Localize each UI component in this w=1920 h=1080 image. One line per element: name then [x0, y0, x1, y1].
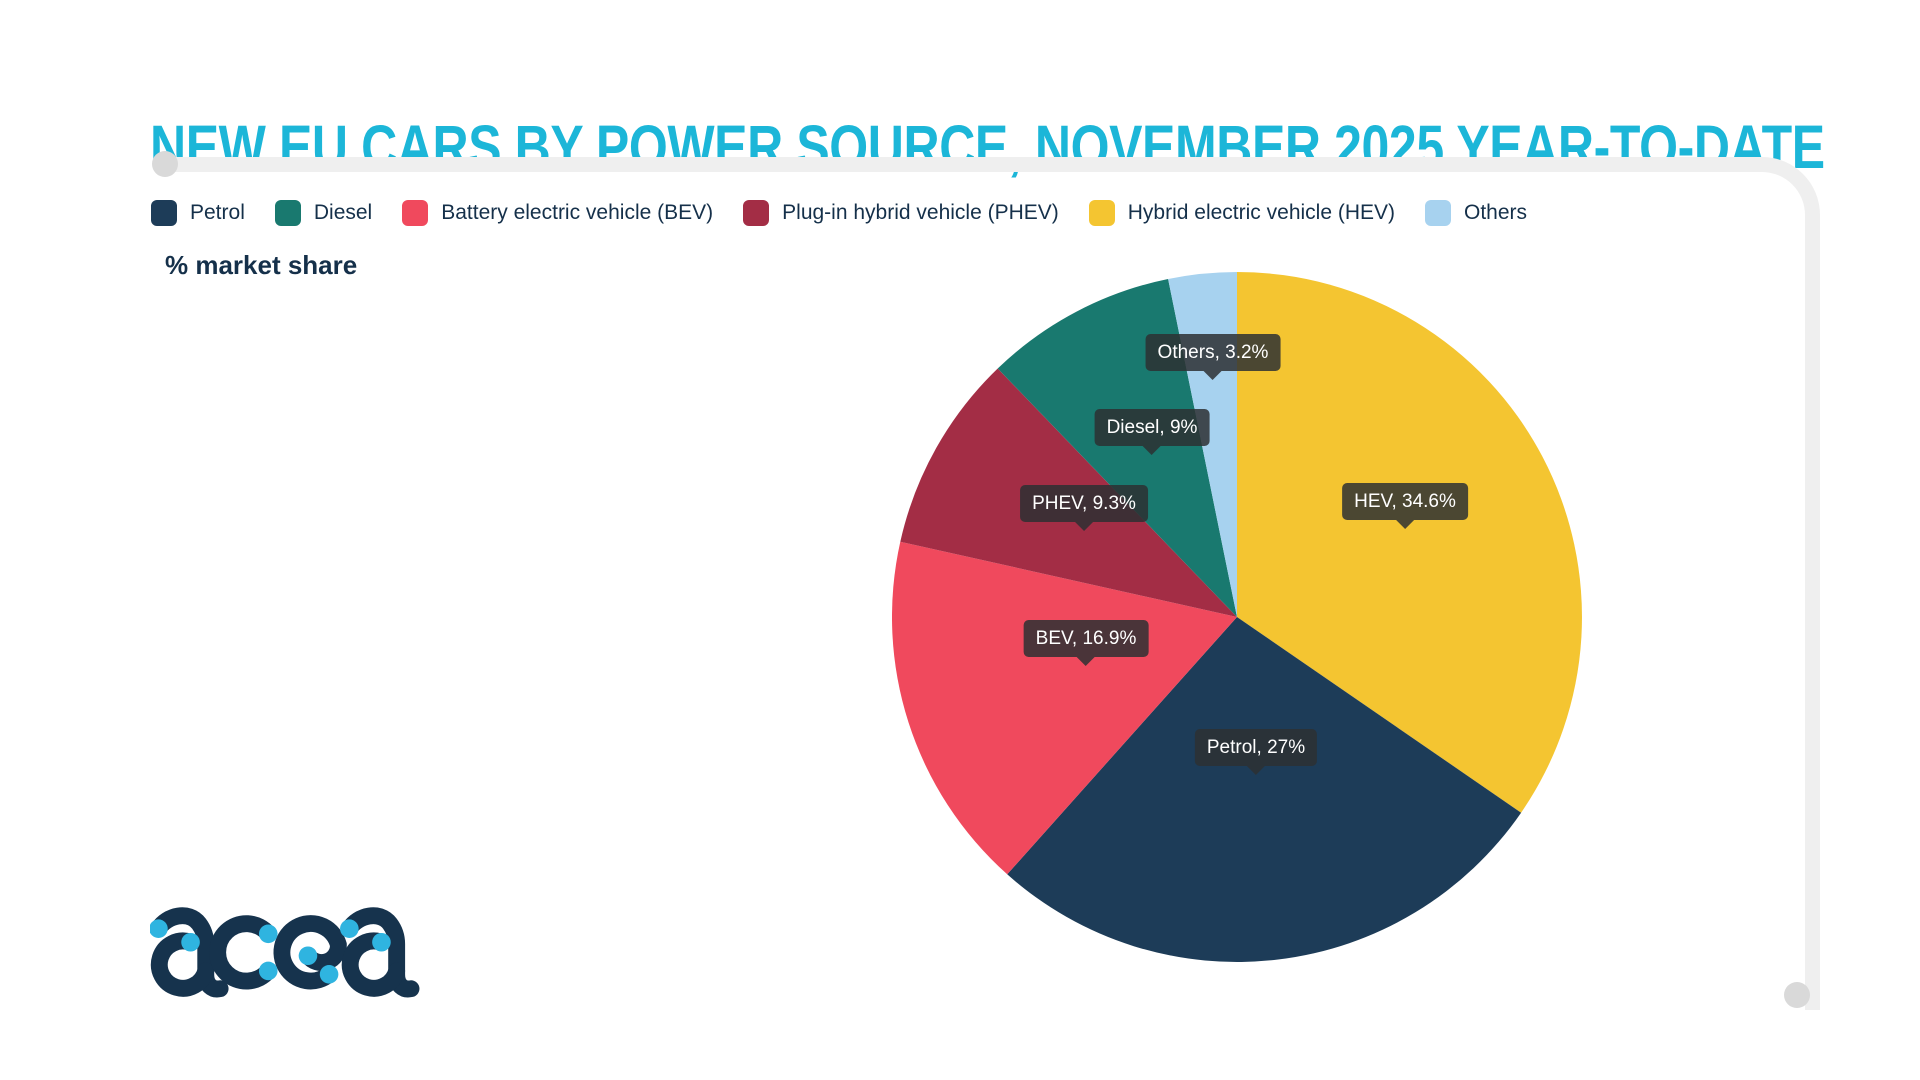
legend-swatch	[274, 200, 301, 226]
logo-letter-e	[273, 915, 347, 990]
legend-label: Petrol	[190, 201, 245, 224]
pie-chart: HEV, 34.6% Petrol, 27% BEV, 16.9% PHEV, …	[892, 272, 1582, 962]
pie-slice-petrol	[1007, 617, 1522, 962]
frame-line-endcap-bottom	[1784, 982, 1810, 1008]
pie-label-diesel: Diesel, 9%	[1094, 409, 1210, 446]
pie-label-text: BEV, 16.9%	[1035, 628, 1137, 649]
legend-label: Battery electric vehicle (BEV)	[441, 201, 714, 224]
logo-dot	[319, 965, 339, 984]
legend-label: Plug-in hybrid vehicle (PHEV)	[782, 201, 1059, 224]
decorative-frame-line	[165, 157, 1820, 1010]
logo-dot	[258, 924, 278, 944]
pie-data-labels: HEV, 34.6% Petrol, 27% BEV, 16.9% PHEV, …	[892, 272, 1582, 962]
logo-dot	[298, 946, 318, 966]
logo-letter-a2-bowl	[341, 932, 406, 997]
legend-item-petrol: Petrol	[151, 200, 245, 226]
logo-dot	[372, 932, 391, 952]
unit-label: % market share	[165, 250, 358, 280]
legend-swatch	[1425, 200, 1452, 226]
legend-swatch	[743, 200, 770, 226]
legend-item-diesel: Diesel	[274, 200, 373, 226]
pie-slice-hev	[1237, 272, 1582, 813]
pie-label-petrol: Petrol, 27%	[1194, 729, 1318, 766]
pie-label-text: Diesel, 9%	[1106, 417, 1198, 438]
legend-swatch	[1088, 200, 1115, 226]
pie-label-text: HEV, 34.6%	[1354, 491, 1456, 512]
logo-dot	[340, 919, 359, 939]
legend-label: Others	[1464, 201, 1528, 224]
frame-line-endcap-left	[152, 151, 178, 177]
chart-legend: Petrol Diesel Battery electric vehicle (…	[151, 200, 1527, 226]
logo-letter-a1-stem	[150, 907, 229, 998]
acea-logo	[150, 907, 420, 998]
pie-label-others: Others, 3.2%	[1145, 334, 1281, 371]
pie-label-text: PHEV, 9.3%	[1032, 493, 1136, 514]
legend-swatch	[402, 200, 429, 226]
legend-swatch	[151, 200, 177, 226]
pie-label-bev: BEV, 16.9%	[1023, 620, 1149, 657]
legend-item-battery-electric-vehicle-bev-: Battery electric vehicle (BEV)	[402, 200, 713, 226]
legend-item-plug-in-hybrid-vehicle-phev-: Plug-in hybrid vehicle (PHEV)	[743, 200, 1059, 226]
logo-letter-a1-bowl	[150, 932, 215, 997]
pie-label-hev: HEV, 34.6%	[1342, 483, 1468, 520]
logo-letter-c	[209, 915, 277, 990]
legend-label: Diesel	[313, 201, 373, 224]
legend-label: Hybrid electric vehicle (HEV)	[1127, 201, 1396, 224]
legend-item-others: Others	[1425, 200, 1527, 226]
legend-item-hybrid-electric-vehicle-hev-: Hybrid electric vehicle (HEV)	[1088, 200, 1396, 226]
logo-letter-a2-stem	[340, 907, 420, 998]
logo-dot	[181, 932, 200, 952]
pie-label-text: Petrol, 27%	[1206, 737, 1306, 758]
pie-label-phev: PHEV, 9.3%	[1020, 485, 1148, 522]
logo-dot	[150, 919, 168, 939]
pie-label-text: Others, 3.2%	[1157, 342, 1269, 363]
pie-slice-bev	[892, 541, 1237, 875]
logo-dot	[258, 961, 278, 981]
